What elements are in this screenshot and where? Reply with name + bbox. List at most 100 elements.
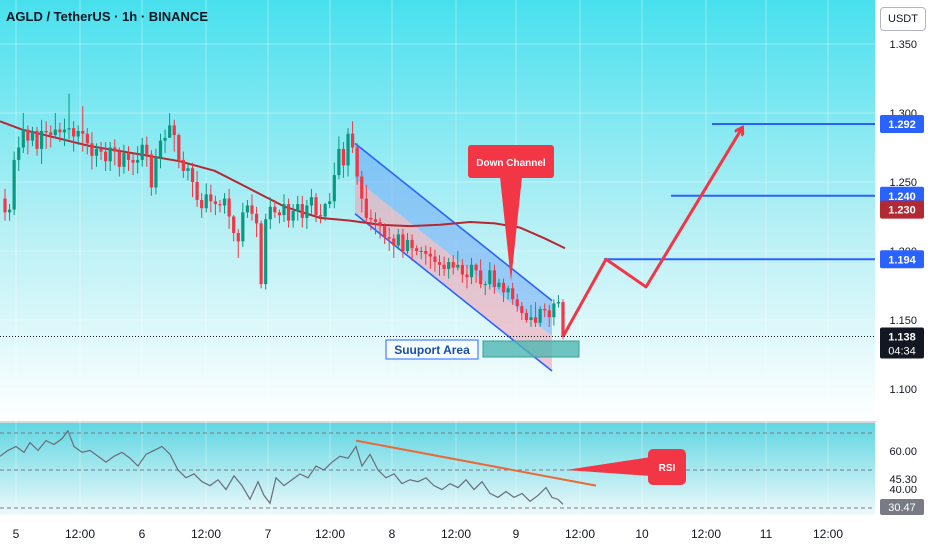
candle (378, 217, 382, 239)
candle (241, 202, 245, 247)
channel-upper-line (354, 142, 553, 302)
candle-body (90, 143, 94, 156)
candle-body (460, 264, 464, 275)
candle-body (58, 129, 62, 133)
candle-body (35, 130, 39, 149)
support-label-box (385, 339, 479, 360)
candle (72, 121, 76, 152)
candle-body (99, 148, 103, 152)
candle (232, 215, 236, 242)
candle-body (469, 264, 474, 278)
candle (76, 125, 80, 145)
candle (108, 141, 112, 171)
candle-body (94, 148, 99, 156)
candle-body (341, 148, 346, 166)
candle-body (387, 237, 391, 239)
last-price-label: 1.138 (888, 332, 916, 344)
candle (341, 141, 346, 178)
candle (145, 136, 149, 167)
candle-body (136, 159, 140, 163)
level-price-label: 1.292 (888, 119, 916, 131)
candle (62, 118, 67, 147)
candle-body (556, 302, 561, 304)
candle (447, 257, 451, 279)
candle-body (405, 239, 410, 251)
candle-body (177, 135, 181, 160)
candle (53, 113, 57, 138)
candle (186, 164, 190, 181)
candle (30, 126, 35, 147)
candle (401, 228, 405, 258)
candle (524, 308, 529, 323)
candle (451, 255, 455, 275)
candle (273, 199, 277, 218)
candle (236, 228, 240, 258)
candle-body (373, 219, 378, 223)
down-channel-callout: Down Channel (468, 145, 554, 281)
candle (533, 302, 538, 327)
time-tick-label: 8 (389, 527, 396, 541)
candle (126, 146, 131, 171)
candle (140, 137, 144, 167)
candle (314, 193, 318, 223)
candle (529, 304, 533, 327)
candle-body (415, 248, 419, 251)
candle (163, 129, 167, 154)
rsi-value-badge (880, 470, 924, 486)
candle-body (533, 317, 538, 323)
candle (245, 199, 250, 218)
candle (3, 188, 7, 221)
candle (483, 281, 487, 296)
candle (104, 141, 108, 171)
level-price-label: 1.240 (888, 191, 916, 203)
support-label-group[interactable]: Suuport Area (385, 339, 479, 360)
candle (35, 126, 39, 156)
candle (154, 148, 158, 195)
candle-body (305, 205, 309, 218)
price-tick-label: 1.100 (889, 384, 917, 396)
candle (250, 194, 254, 221)
candle-body (273, 206, 277, 213)
ma-price-badge (880, 200, 924, 219)
candle-body (213, 201, 217, 205)
candle (44, 121, 48, 149)
candle-body (181, 159, 185, 171)
candle-body (337, 148, 341, 176)
currency-button[interactable]: USDT (880, 7, 926, 31)
candle-body (286, 204, 291, 221)
candles (3, 93, 565, 340)
rsi-tick-label: 40.00 (889, 484, 917, 496)
candle (424, 245, 428, 265)
candle (26, 125, 30, 155)
candle-body (515, 299, 519, 307)
price-tick-label: 1.150 (889, 315, 917, 327)
candle-body (145, 144, 149, 155)
candle-body (122, 153, 126, 167)
candle (309, 188, 314, 214)
candle (501, 278, 506, 303)
time-tick-label: 12:00 (691, 527, 721, 541)
last-price-badge (880, 327, 924, 359)
rsi-callout-label: RSI (659, 463, 676, 474)
candle-body (300, 204, 304, 218)
projection-arrow (561, 128, 742, 338)
candle-body (222, 198, 227, 206)
time-tick-label: 5 (13, 527, 20, 541)
time-axis: 5 12:00 6 12:00 7 12:00 8 12:00 9 12:00 10 12:00 11 1… (0, 516, 876, 550)
candle (277, 209, 282, 224)
candle-body (62, 129, 67, 133)
candle-body (186, 168, 190, 171)
candle (405, 233, 410, 254)
candle (355, 143, 359, 185)
support-area-box (482, 340, 580, 358)
candle-body (492, 270, 496, 287)
grid (0, 0, 875, 515)
callout-box (468, 145, 554, 178)
candle (204, 183, 208, 213)
candle (17, 136, 21, 171)
rsi-current-badge (880, 499, 924, 515)
candle-body (108, 147, 112, 162)
level-price-badge (880, 115, 924, 134)
rsi-value-label: 45.30 (889, 474, 917, 486)
